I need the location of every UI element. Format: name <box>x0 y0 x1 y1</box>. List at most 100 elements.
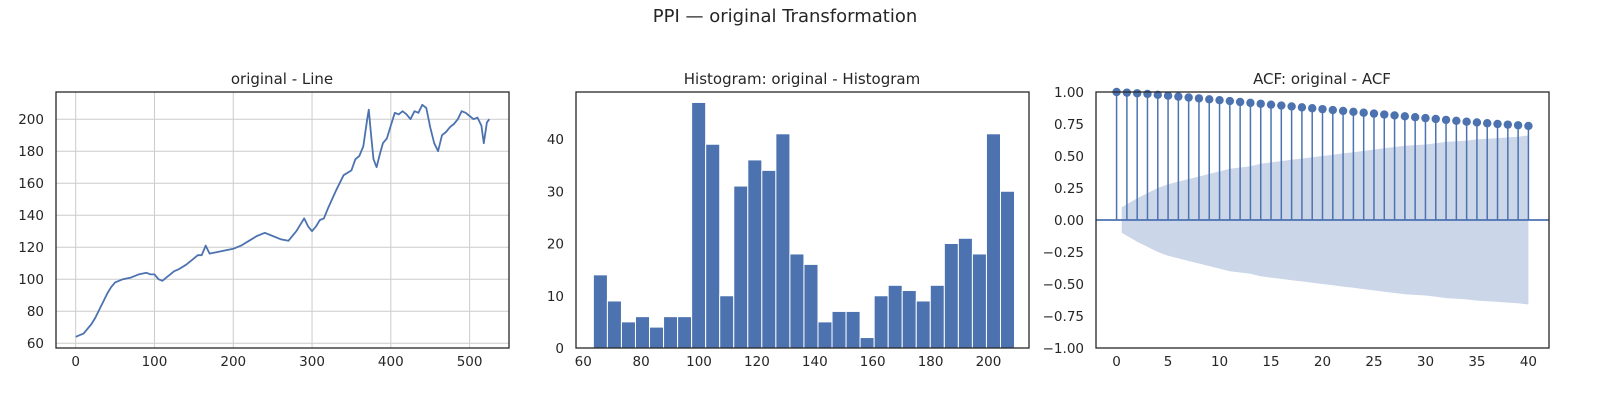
series-line <box>75 103 491 338</box>
x-tick-label: 200 <box>976 354 1002 370</box>
histogram-panel-frame <box>575 91 1030 349</box>
acf-marker <box>1308 104 1317 113</box>
acf-panel-frame <box>1095 91 1550 349</box>
acf-marker <box>1338 106 1348 116</box>
y-tick-label: −1.00 <box>1043 341 1084 357</box>
acf-marker <box>1287 102 1296 111</box>
histogram-bar <box>789 253 805 349</box>
acf-marker <box>1400 112 1410 121</box>
acf-marker <box>1503 120 1513 129</box>
histogram-bar <box>803 263 819 349</box>
x-tick-label: 15 <box>1262 354 1279 370</box>
acf-marker <box>1328 105 1337 115</box>
x-tick-label: 400 <box>378 354 404 370</box>
acf-marker <box>1390 111 1399 120</box>
y-tick-label: 20 <box>547 237 564 253</box>
histogram-bar <box>901 290 917 349</box>
histogram-bar <box>649 326 665 349</box>
acf-marker <box>1318 104 1327 114</box>
histogram-bar <box>733 185 749 349</box>
x-tick-label: 180 <box>918 354 944 370</box>
y-tick-label: 0 <box>555 341 564 357</box>
x-tick-label: 200 <box>220 354 246 370</box>
histogram-panel: Histogram: original - Histogram 60 80 100 1… <box>547 70 1030 370</box>
histogram-bar <box>873 295 889 349</box>
x-tick-label: 60 <box>575 354 592 370</box>
acf-panel: ACF: original - ACF 0 5 10 15 20 25 30 35 40 1.00… <box>1043 70 1550 370</box>
histogram-panel-marks <box>592 101 1016 349</box>
acf-marker <box>1163 91 1173 100</box>
acf-marker <box>1380 110 1389 119</box>
acf-marker <box>1174 92 1183 101</box>
histogram-bar <box>915 300 931 349</box>
x-tick-label: 5 <box>1164 354 1173 370</box>
histogram-bar <box>663 316 679 349</box>
y-tick-label: 30 <box>547 184 564 200</box>
acf-marker <box>1431 114 1440 124</box>
histogram-bar <box>817 321 833 349</box>
histogram-bar <box>592 274 608 349</box>
x-tick-label: 300 <box>299 354 325 370</box>
histogram-bar <box>606 300 622 349</box>
acf-marker <box>1215 95 1224 105</box>
acf-panel-marks <box>1096 87 1549 305</box>
acf-marker <box>1483 119 1492 128</box>
line-panel: original - Line 0 100 200 300 400 500 60 80 100 1… <box>18 70 510 370</box>
y-tick-label: 100 <box>18 272 44 288</box>
y-tick-label: 200 <box>18 112 44 128</box>
histogram-bar <box>761 169 777 349</box>
histogram-bar <box>634 316 651 349</box>
acf-marker <box>1205 95 1214 104</box>
histogram-bar <box>929 284 945 349</box>
line-panel-tick-labels: 0 100 200 300 400 500 60 80 100 120 140 160 180 200 <box>18 112 482 370</box>
histogram-bar <box>705 143 721 349</box>
x-tick-label: 40 <box>1520 354 1537 370</box>
y-tick-label: 0.50 <box>1054 149 1084 165</box>
x-tick-label: 0 <box>1112 354 1121 370</box>
histogram-bar <box>887 284 903 349</box>
y-tick-label: 80 <box>27 304 44 320</box>
histogram-bar <box>943 243 959 349</box>
acf-marker <box>1256 99 1265 108</box>
acf-marker <box>1184 93 1193 102</box>
y-tick-label: −0.50 <box>1043 277 1084 293</box>
y-tick-label: 180 <box>18 144 44 160</box>
histogram-bar <box>957 237 973 349</box>
line-panel-marks <box>75 103 491 338</box>
histogram-bar <box>747 159 763 349</box>
y-tick-label: 10 <box>547 289 564 305</box>
acf-marker <box>1462 117 1471 126</box>
y-tick-label: 120 <box>18 240 44 256</box>
acf-panel-title: ACF: original - ACF <box>1253 70 1391 88</box>
line-panel-title: original - Line <box>231 70 333 88</box>
acf-marker <box>1194 94 1204 103</box>
x-tick-label: 35 <box>1468 354 1485 370</box>
y-tick-label: 40 <box>547 132 564 148</box>
histogram-bar <box>845 310 861 349</box>
acf-marker <box>1524 121 1533 131</box>
y-tick-label: 0.25 <box>1054 181 1084 197</box>
y-tick-label: 1.00 <box>1054 85 1084 101</box>
acf-marker <box>1441 115 1451 125</box>
y-tick-label: −0.75 <box>1043 309 1084 325</box>
x-tick-label: 140 <box>802 354 828 370</box>
y-tick-label: 0.00 <box>1054 213 1084 229</box>
x-tick-label: 80 <box>633 354 650 370</box>
acf-marker <box>1266 100 1276 109</box>
acf-marker <box>1359 108 1368 117</box>
acf-panel-tick-labels: 0 5 10 15 20 25 30 35 40 1.00 0.75 0.50 0.25 0.00 −0.2… <box>1043 85 1537 370</box>
y-tick-label: 160 <box>18 176 44 192</box>
x-tick-label: 30 <box>1417 354 1434 370</box>
acf-marker <box>1410 113 1420 122</box>
x-tick-label: 100 <box>686 354 712 370</box>
histogram-bar <box>691 101 707 349</box>
histogram-bar <box>999 190 1016 349</box>
y-tick-label: 140 <box>18 208 44 224</box>
histogram-panel-tick-labels: 60 80 100 120 140 160 180 200 0 10 20 30 40 <box>547 132 1002 370</box>
acf-marker <box>1493 119 1502 129</box>
y-tick-label: 60 <box>27 336 44 352</box>
acf-marker <box>1513 121 1523 130</box>
x-tick-label: 20 <box>1314 354 1331 370</box>
x-tick-label: 100 <box>142 354 168 370</box>
